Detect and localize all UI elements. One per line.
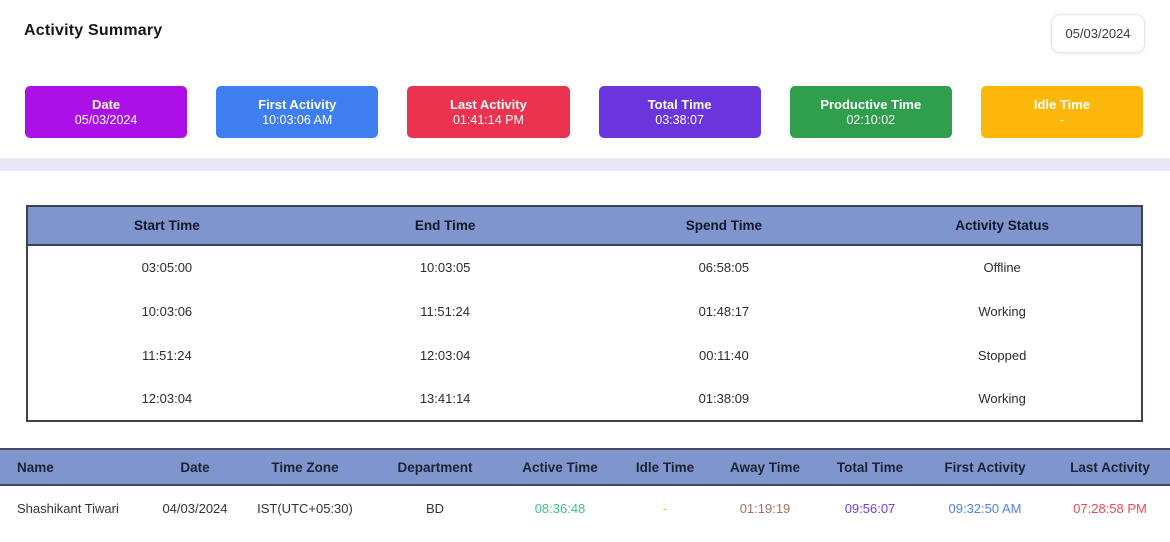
- column-header-activity-status: Activity Status: [863, 206, 1142, 246]
- card-value: 10:03:06 AM: [262, 112, 333, 127]
- column-header-spend-time: Spend Time: [584, 206, 864, 246]
- cell-spend-time: 00:11:40: [584, 333, 864, 377]
- user-summary-table: Name Date Time Zone Department Active Ti…: [0, 448, 1170, 531]
- user-table-header-row: Name Date Time Zone Department Active Ti…: [0, 449, 1170, 486]
- cell-activity-status: Offline: [863, 245, 1142, 289]
- user-summary-table-wrap: Name Date Time Zone Department Active Ti…: [0, 448, 1170, 531]
- cell-active-time: 08:36:48: [500, 485, 620, 531]
- cell-end-time: 12:03:04: [305, 333, 585, 377]
- column-header-active-time: Active Time: [500, 449, 620, 486]
- card-label: Last Activity: [450, 96, 527, 112]
- activity-sessions-table: Start Time End Time Spend Time Activity …: [26, 205, 1143, 422]
- table-row: 12:03:04 13:41:14 01:38:09 Working: [27, 377, 1142, 421]
- cell-department: BD: [370, 485, 500, 531]
- cell-first-activity: 09:32:50 AM: [920, 485, 1050, 531]
- cell-start-time: 10:03:06: [27, 289, 306, 333]
- column-header-last-activity: Last Activity: [1050, 449, 1170, 486]
- cell-time-zone: IST(UTC+05:30): [240, 485, 370, 531]
- cell-activity-status: Stopped: [863, 333, 1142, 377]
- column-header-idle-time: Idle Time: [620, 449, 710, 486]
- cell-spend-time: 01:48:17: [584, 289, 864, 333]
- summary-card-last-activity: Last Activity 01:41:14 PM: [407, 86, 570, 138]
- cell-start-time: 03:05:00: [27, 245, 306, 289]
- summary-card-first-activity: First Activity 10:03:06 AM: [216, 86, 379, 138]
- column-header-time-zone: Time Zone: [240, 449, 370, 486]
- summary-cards-row: Date 05/03/2024 First Activity 10:03:06 …: [25, 86, 1144, 138]
- user-table-row: Shashikant Tiwari 04/03/2024 IST(UTC+05:…: [0, 485, 1170, 531]
- cell-spend-time: 01:38:09: [584, 377, 864, 421]
- column-header-start-time: Start Time: [27, 206, 306, 246]
- column-header-name: Name: [0, 449, 150, 486]
- card-value: 05/03/2024: [74, 112, 138, 127]
- date-picker-input[interactable]: 05/03/2024: [1051, 14, 1145, 53]
- card-label: First Activity: [258, 96, 337, 112]
- column-header-first-activity: First Activity: [920, 449, 1050, 486]
- card-value: 03:38:07: [655, 112, 704, 127]
- card-label: Date: [91, 96, 121, 112]
- table-row: 10:03:06 11:51:24 01:48:17 Working: [27, 289, 1142, 333]
- cell-end-time: 10:03:05: [305, 245, 585, 289]
- cell-end-time: 11:51:24: [305, 289, 585, 333]
- cell-last-activity: 07:28:58 PM: [1050, 485, 1170, 531]
- cell-start-time: 11:51:24: [27, 333, 306, 377]
- column-header-total-time: Total Time: [820, 449, 920, 486]
- cell-activity-status: Working: [863, 289, 1142, 333]
- column-header-away-time: Away Time: [710, 449, 820, 486]
- card-value: 01:41:14 PM: [452, 112, 524, 127]
- column-header-date: Date: [150, 449, 240, 486]
- cell-end-time: 13:41:14: [305, 377, 585, 421]
- cell-activity-status: Working: [863, 377, 1142, 421]
- cell-name: Shashikant Tiwari: [0, 485, 150, 531]
- column-header-end-time: End Time: [305, 206, 585, 246]
- activity-sessions-table-wrap: Start Time End Time Spend Time Activity …: [26, 205, 1143, 422]
- summary-card-date: Date 05/03/2024: [25, 86, 188, 138]
- card-value: -: [1059, 112, 1065, 127]
- table-row: 03:05:00 10:03:05 06:58:05 Offline: [27, 245, 1142, 289]
- column-header-department: Department: [370, 449, 500, 486]
- cell-idle-time: -: [620, 485, 710, 531]
- activity-table-header-row: Start Time End Time Spend Time Activity …: [27, 206, 1142, 246]
- cell-total-time: 09:56:07: [820, 485, 920, 531]
- card-value: 02:10:02: [846, 112, 896, 127]
- cell-date: 04/03/2024: [150, 485, 240, 531]
- card-label: Total Time: [647, 96, 712, 112]
- cell-spend-time: 06:58:05: [584, 245, 864, 289]
- date-picker-value: 05/03/2024: [1065, 26, 1131, 41]
- table-row: 11:51:24 12:03:04 00:11:40 Stopped: [27, 333, 1142, 377]
- summary-card-idle-time: Idle Time -: [980, 86, 1144, 138]
- cell-away-time: 01:19:19: [710, 485, 820, 531]
- cell-start-time: 12:03:04: [27, 377, 306, 421]
- card-label: Productive Time: [820, 96, 922, 112]
- summary-card-total-time: Total Time 03:38:07: [598, 86, 761, 138]
- card-label: Idle Time: [1033, 96, 1090, 112]
- page-title: Activity Summary: [24, 22, 163, 39]
- divider-strip: [0, 158, 1170, 171]
- summary-card-productive-time: Productive Time 02:10:02: [789, 86, 952, 138]
